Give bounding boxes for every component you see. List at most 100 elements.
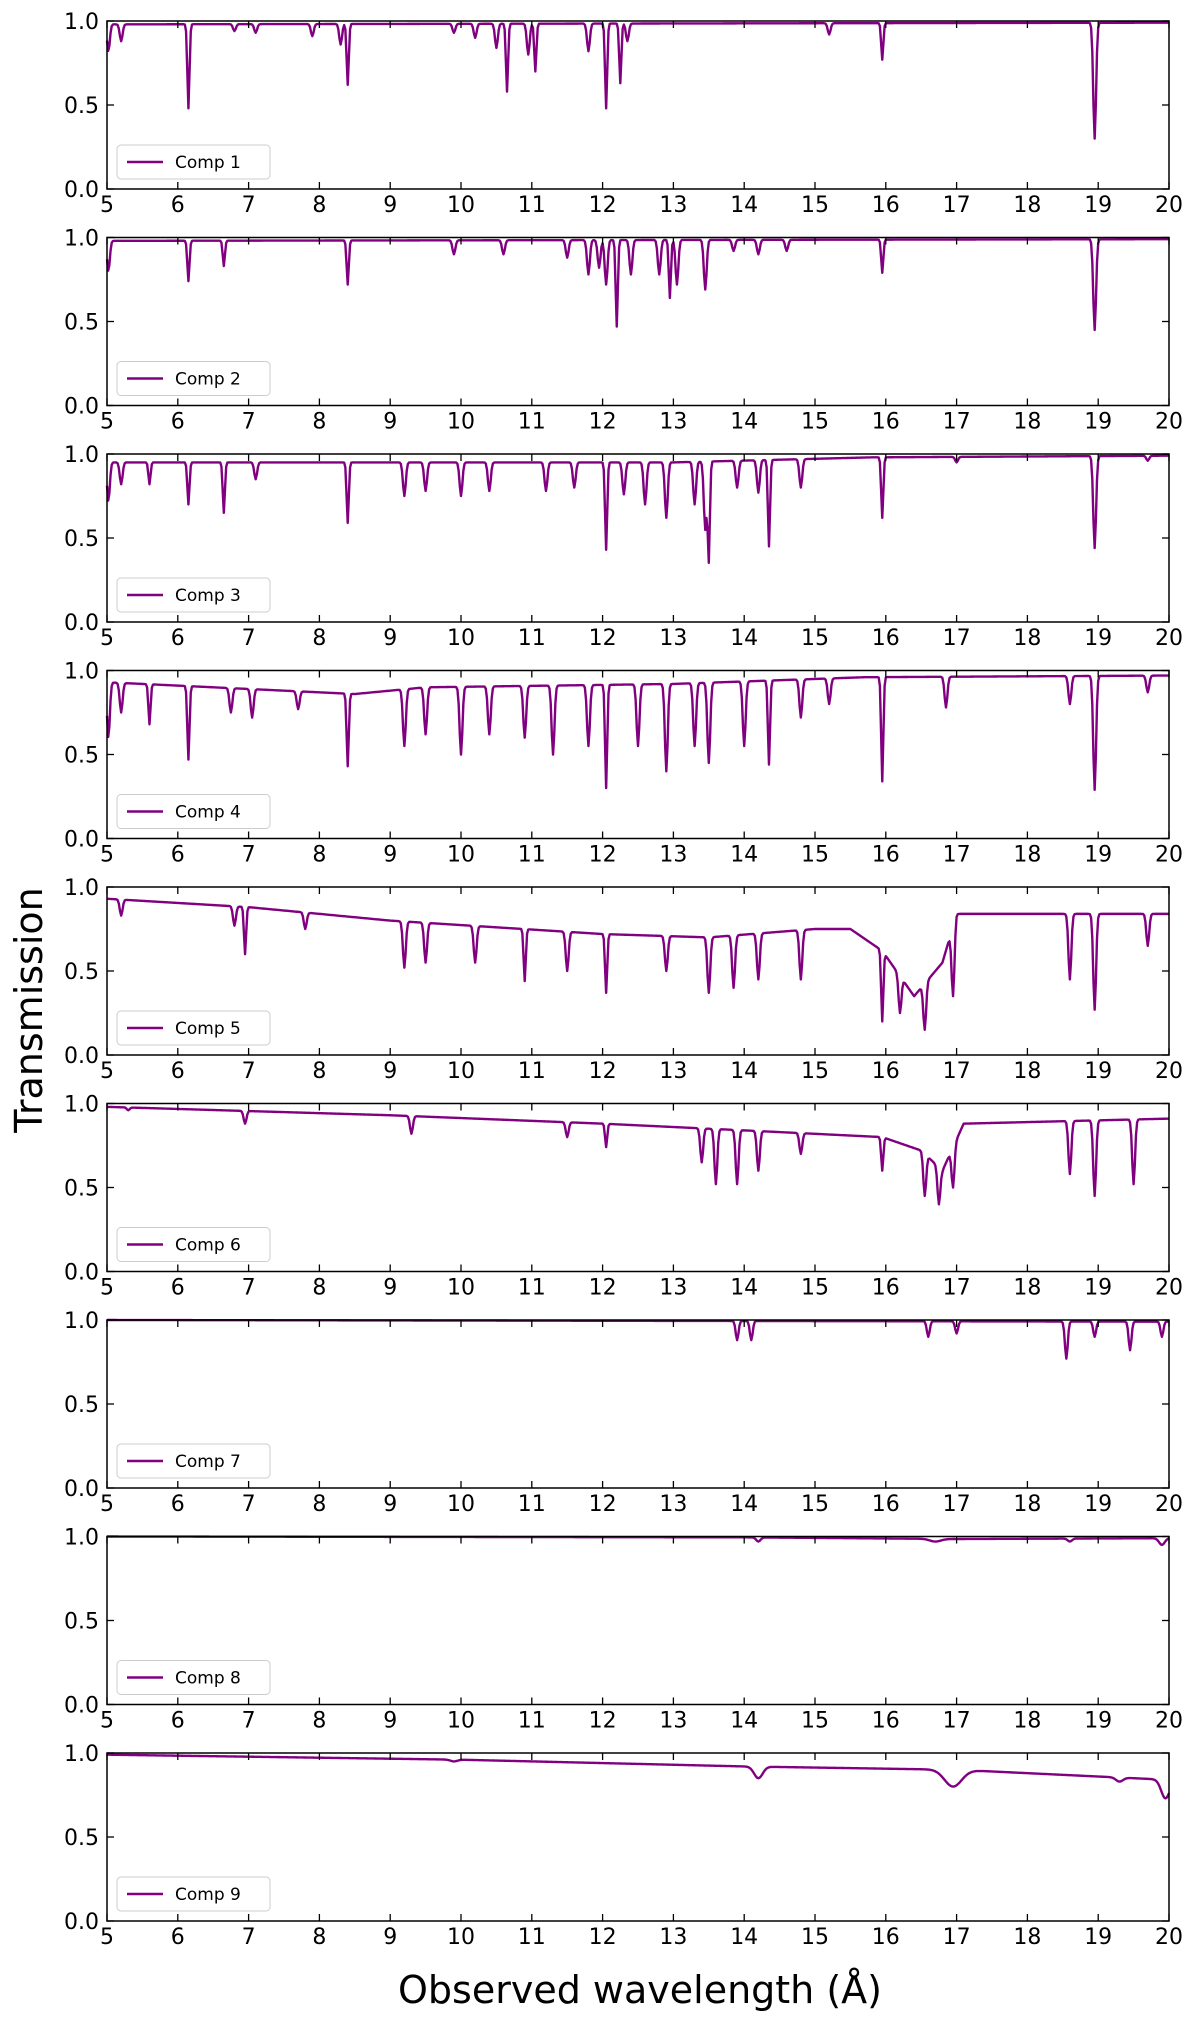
x-tick-label: 14 bbox=[730, 1925, 758, 1950]
x-tick-label: 11 bbox=[518, 1059, 546, 1084]
x-axis-title: Observed wavelength (Å) bbox=[398, 1968, 882, 2012]
x-tick-label: 14 bbox=[730, 1492, 758, 1517]
x-tick-label: 16 bbox=[872, 1709, 900, 1734]
x-tick-label: 14 bbox=[730, 1059, 758, 1084]
x-tick-label: 20 bbox=[1155, 626, 1183, 651]
x-tick-label: 17 bbox=[943, 1709, 971, 1734]
x-tick-label: 9 bbox=[383, 843, 397, 868]
x-tick-label: 7 bbox=[242, 193, 256, 218]
panel-comp-5: 5 6 7 8 9 10 11 12 13 14 15 16 17 18 19 20 0.0 0.5 1.0 Comp… bbox=[64, 876, 1183, 1084]
x-tick-label: 15 bbox=[801, 626, 829, 651]
x-tick-label: 7 bbox=[242, 1059, 256, 1084]
x-tick-label: 12 bbox=[589, 193, 617, 218]
x-tick-label: 19 bbox=[1084, 626, 1112, 651]
x-tick-label: 11 bbox=[518, 1709, 546, 1734]
x-tick-label: 12 bbox=[589, 1492, 617, 1517]
x-tick-label: 5 bbox=[100, 1709, 114, 1734]
x-tick-label: 18 bbox=[1013, 1925, 1041, 1950]
x-tick-label: 13 bbox=[659, 193, 687, 218]
x-tick-label: 9 bbox=[383, 1709, 397, 1734]
x-tick-label: 15 bbox=[801, 1709, 829, 1734]
y-tick-label: 0.0 bbox=[64, 1694, 99, 1719]
panel-comp-6: 5 6 7 8 9 10 11 12 13 14 15 16 17 18 19 20 0.0 0.5 1.0 Comp… bbox=[64, 1093, 1183, 1301]
x-tick-label: 14 bbox=[730, 1709, 758, 1734]
x-tick-label: 9 bbox=[383, 626, 397, 651]
x-tick-label: 5 bbox=[100, 1059, 114, 1084]
x-tick-label: 8 bbox=[312, 843, 326, 868]
x-tick-label: 7 bbox=[242, 1276, 256, 1301]
x-tick-label: 9 bbox=[383, 1059, 397, 1084]
y-tick-label: 1.0 bbox=[64, 1526, 99, 1551]
x-tick-label: 20 bbox=[1155, 1492, 1183, 1517]
x-tick-label: 11 bbox=[518, 410, 546, 435]
x-tick-label: 11 bbox=[518, 1925, 546, 1950]
x-tick-label: 18 bbox=[1013, 1492, 1041, 1517]
transmission-line-comp-9 bbox=[106, 1753, 1171, 1800]
x-tick-label: 13 bbox=[659, 1925, 687, 1950]
x-tick-label: 18 bbox=[1013, 410, 1041, 435]
legend-box bbox=[116, 1010, 271, 1046]
panel-comp-7: 5 6 7 8 9 10 11 12 13 14 15 16 17 18 19 20 0.0 0.5 1.0 Comp… bbox=[64, 1309, 1183, 1517]
x-tick-label: 8 bbox=[312, 1925, 326, 1950]
y-tick-label: 0.0 bbox=[64, 178, 99, 203]
x-tick-label: 8 bbox=[312, 626, 326, 651]
x-tick-label: 17 bbox=[943, 410, 971, 435]
y-tick-label: 0.0 bbox=[64, 828, 99, 853]
x-tick-label: 8 bbox=[312, 1059, 326, 1084]
transmission-line-comp-7 bbox=[106, 1318, 1170, 1360]
x-tick-label: 19 bbox=[1084, 1709, 1112, 1734]
x-tick-label: 18 bbox=[1013, 193, 1041, 218]
y-tick-label: 0.5 bbox=[64, 94, 99, 119]
transmission-line-comp-4 bbox=[105, 674, 1170, 791]
y-tick-label: 1.0 bbox=[64, 876, 99, 901]
x-tick-label: 14 bbox=[730, 626, 758, 651]
x-tick-label: 17 bbox=[943, 1925, 971, 1950]
y-tick-label: 0.0 bbox=[64, 395, 99, 420]
x-tick-label: 8 bbox=[312, 1492, 326, 1517]
y-tick-label: 0.0 bbox=[64, 1477, 99, 1502]
y-tick-label: 1.0 bbox=[64, 10, 99, 35]
x-tick-label: 9 bbox=[383, 1925, 397, 1950]
transmission-line-comp-2 bbox=[105, 237, 1170, 332]
x-tick-label: 19 bbox=[1084, 1059, 1112, 1084]
panel-comp-8: 5 6 7 8 9 10 11 12 13 14 15 16 17 18 19 20 0.0 0.5 1.0 Comp… bbox=[64, 1526, 1183, 1734]
y-tick-label: 1.0 bbox=[64, 443, 99, 468]
x-tick-label: 16 bbox=[872, 193, 900, 218]
x-tick-label: 10 bbox=[447, 1276, 475, 1301]
x-tick-label: 15 bbox=[801, 1492, 829, 1517]
x-tick-label: 16 bbox=[872, 410, 900, 435]
transmission-line-comp-3 bbox=[105, 454, 1170, 565]
x-tick-label: 10 bbox=[447, 1925, 475, 1950]
x-tick-label: 11 bbox=[518, 1492, 546, 1517]
x-tick-label: 6 bbox=[171, 1492, 185, 1517]
legend-label: Comp 6 bbox=[175, 1236, 241, 1256]
x-tick-label: 13 bbox=[659, 843, 687, 868]
x-tick-label: 19 bbox=[1084, 843, 1112, 868]
x-tick-label: 13 bbox=[659, 410, 687, 435]
legend-label: Comp 1 bbox=[175, 153, 241, 173]
x-tick-label: 11 bbox=[518, 843, 546, 868]
x-tick-label: 14 bbox=[730, 843, 758, 868]
x-tick-label: 18 bbox=[1013, 1276, 1041, 1301]
y-tick-label: 0.5 bbox=[64, 960, 99, 985]
x-tick-label: 5 bbox=[100, 1492, 114, 1517]
x-tick-label: 13 bbox=[659, 1492, 687, 1517]
x-tick-label: 6 bbox=[171, 1276, 185, 1301]
x-tick-label: 8 bbox=[312, 410, 326, 435]
x-tick-label: 11 bbox=[518, 626, 546, 651]
x-tick-label: 12 bbox=[589, 843, 617, 868]
x-tick-label: 12 bbox=[589, 1276, 617, 1301]
x-tick-label: 20 bbox=[1155, 1709, 1183, 1734]
y-tick-label: 1.0 bbox=[64, 227, 99, 252]
x-tick-label: 6 bbox=[171, 626, 185, 651]
x-tick-label: 16 bbox=[872, 1925, 900, 1950]
x-tick-label: 16 bbox=[872, 1276, 900, 1301]
y-tick-label: 0.5 bbox=[64, 1177, 99, 1202]
x-tick-label: 6 bbox=[171, 1059, 185, 1084]
x-tick-label: 19 bbox=[1084, 1925, 1112, 1950]
legend-box bbox=[116, 144, 271, 180]
x-tick-label: 18 bbox=[1013, 1709, 1041, 1734]
y-tick-label: 1.0 bbox=[64, 1309, 99, 1334]
x-tick-label: 7 bbox=[242, 1925, 256, 1950]
x-tick-label: 13 bbox=[659, 626, 687, 651]
